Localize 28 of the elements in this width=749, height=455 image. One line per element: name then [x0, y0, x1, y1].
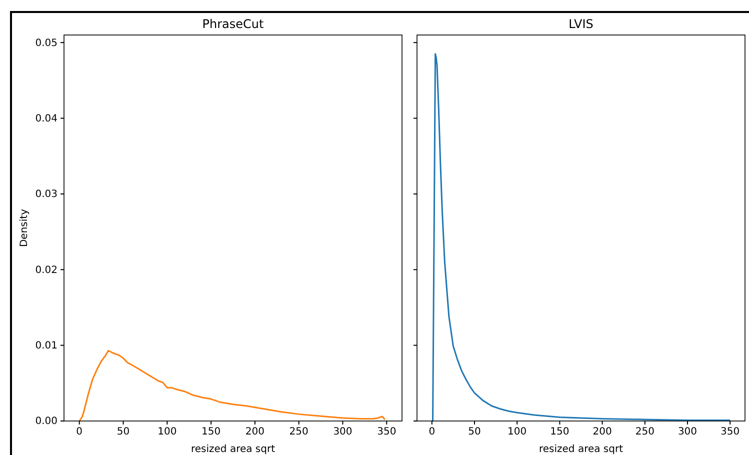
y-tick-label: 0.03: [35, 189, 58, 200]
y-axis-title: Density: [19, 208, 30, 248]
x-tick-label: 350: [377, 426, 396, 438]
x-tick-label: 300: [678, 426, 698, 438]
x-tick-label: 0: [76, 426, 83, 438]
x-tick-label: 200: [592, 426, 612, 438]
y-tick-label: 0.00: [35, 416, 58, 428]
y-tick-label: 0.05: [35, 38, 58, 49]
x-tick-label: 200: [245, 426, 264, 438]
x-tick-label: 50: [116, 426, 130, 438]
x-tick-label: 150: [202, 426, 221, 438]
chart-title: LVIS: [568, 17, 594, 31]
x-tick-label: 100: [508, 426, 527, 438]
y-tick-label: 0.01: [35, 340, 58, 352]
x-tick-label: 250: [289, 426, 308, 438]
x-tick-label: 300: [333, 426, 352, 438]
line-series: [78, 350, 386, 422]
chart-title: PhraseCut: [202, 17, 264, 31]
x-tick-label: 100: [158, 426, 177, 438]
y-tick-label: 0.04: [35, 113, 58, 124]
x-tick-label: 50: [468, 426, 481, 438]
x-tick-label: 350: [720, 426, 740, 438]
x-axis-title: resized area sqrt: [538, 444, 624, 455]
x-axis-title: resized area sqrt: [190, 444, 276, 455]
y-tick-label: 0.02: [35, 264, 58, 276]
x-tick-label: 150: [550, 426, 570, 438]
x-tick-label: 250: [635, 426, 654, 438]
x-tick-label: 0: [428, 426, 436, 438]
